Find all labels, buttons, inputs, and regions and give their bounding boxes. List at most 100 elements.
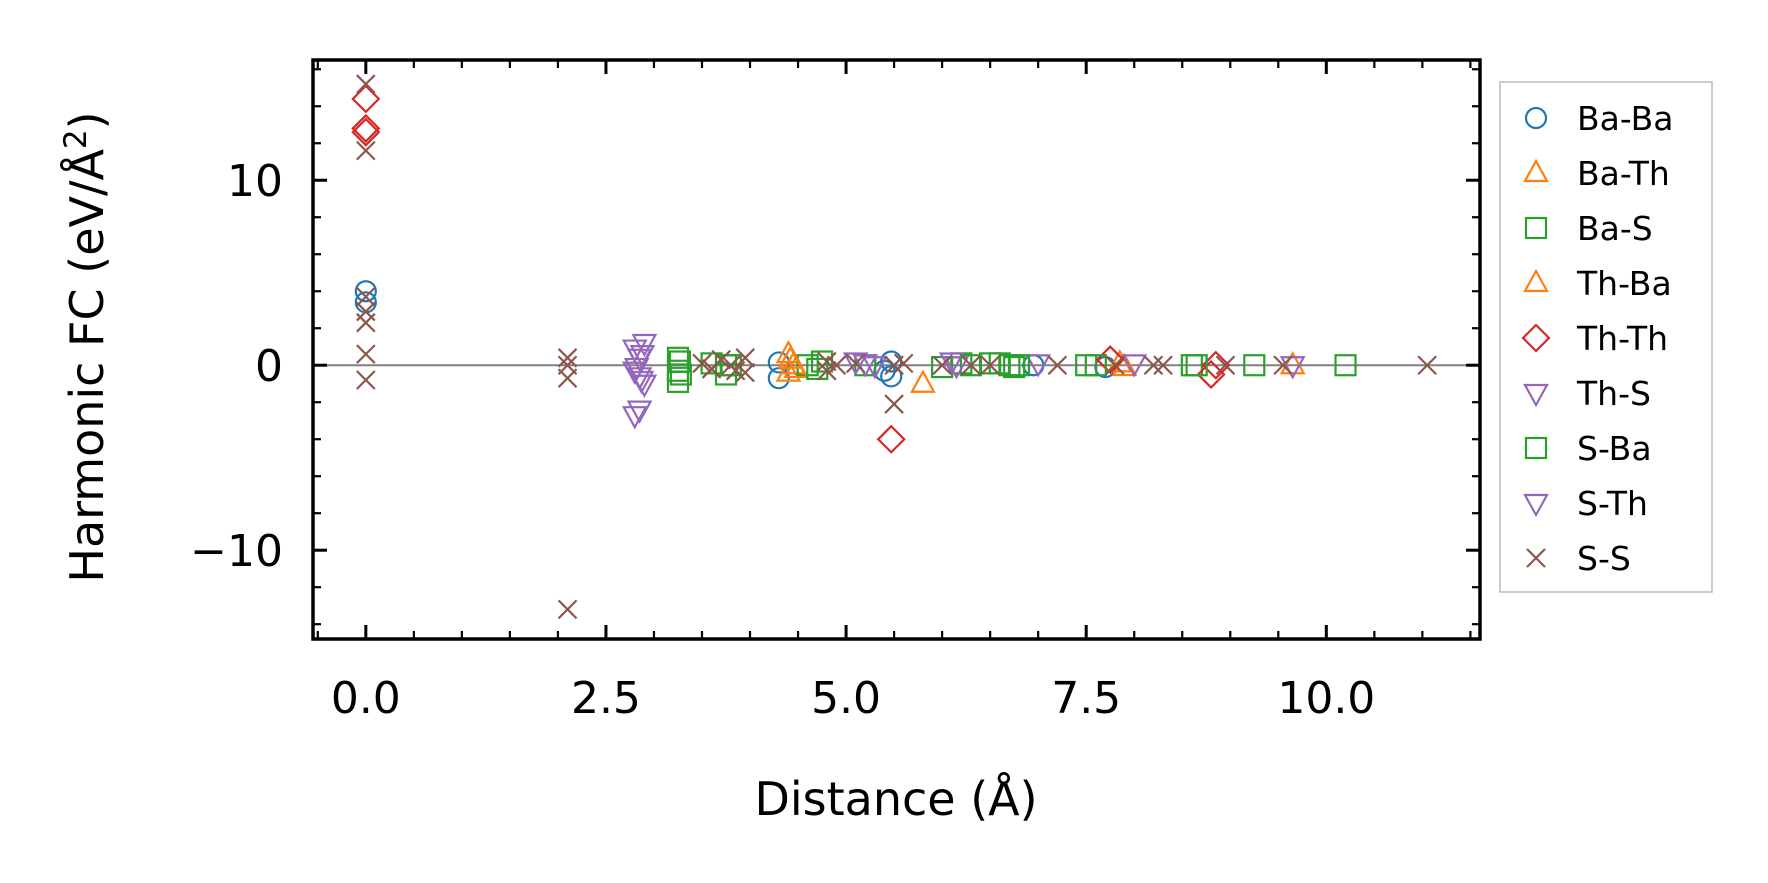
data-point-s-s-stroke-b <box>884 394 904 414</box>
legend-entry-ba-s: Ba-S <box>1524 209 1653 248</box>
data-point-s-s <box>893 353 914 374</box>
data-point-s-s <box>356 312 376 333</box>
data-point-s-s-stroke-b <box>893 353 914 374</box>
data-point-s-s-stroke-b <box>692 353 712 374</box>
x-tick-label: 2.5 <box>571 673 641 724</box>
legend-label: Ba-Th <box>1577 154 1670 193</box>
data-point-s-s-stroke-b <box>735 362 756 383</box>
plot-area: 0.0 2.5 5.0 7.5 10.0 −10 0 10 <box>190 58 1482 724</box>
x-axis-ticks: 0.0 2.5 5.0 7.5 10.0 <box>316 60 1472 724</box>
data-point-th-s <box>1025 354 1052 378</box>
legend-marker-s-ba <box>1524 436 1548 460</box>
data-point-s-s <box>735 362 756 383</box>
data-point-s-s <box>356 74 376 94</box>
x-axis-label: Distance (Å) <box>754 772 1037 826</box>
data-point-s-ba <box>959 354 983 377</box>
data-point-s-s-stroke-b <box>356 287 376 307</box>
data-point-s-s-stroke-b <box>845 353 866 374</box>
data-point-ba-ba <box>354 280 377 303</box>
legend-entry-s-s: S-S <box>1526 539 1631 578</box>
y-tick-label: −10 <box>190 526 283 577</box>
data-point-s-s-stroke-b <box>932 355 952 376</box>
data-point-th-s <box>1121 354 1148 378</box>
data-point-s-s-stroke-b <box>1105 355 1125 376</box>
data-point-s-s <box>932 355 952 376</box>
data-point-s-s-stroke-b <box>725 360 746 381</box>
legend-label: Ba-Ba <box>1577 99 1673 138</box>
data-point-th-ba <box>783 354 809 379</box>
data-point-ba-s <box>1003 355 1026 379</box>
legend: Ba-Ba Ba-Th Ba-S Th-Ba Th-Th Th-S S-Ba S-Th S-S <box>1499 81 1713 593</box>
data-point-s-s-stroke-b <box>1143 355 1164 376</box>
data-point-s-s-stroke-b <box>735 348 756 368</box>
data-point-s-s-stroke-b <box>356 344 376 364</box>
data-point-s-th <box>628 370 655 395</box>
legend-marker-th-ba <box>1523 268 1549 293</box>
data-point-s-s <box>356 140 376 161</box>
legend-label: S-Th <box>1577 484 1648 523</box>
data-point-s-ba <box>1185 354 1208 377</box>
x-tick-label: 10.0 <box>1277 673 1375 724</box>
data-point-ba-ba <box>880 365 903 388</box>
data-point-s-s-stroke-b <box>1273 355 1293 376</box>
data-point-th-th <box>351 117 381 147</box>
data-point-s-s <box>845 353 866 374</box>
data-point-th-th <box>876 424 906 454</box>
data-point-th-s <box>842 352 869 376</box>
data-point-s-s-stroke-b <box>1215 355 1236 376</box>
data-point-s-s-stroke-b <box>557 348 578 368</box>
x-tick-label: 0.0 <box>331 673 401 724</box>
data-point-s-s-stroke-b <box>356 370 376 390</box>
data-point-s-s-stroke-b <box>826 355 847 376</box>
data-point-s-s-stroke-b <box>980 355 1000 376</box>
data-point-s-s <box>1143 355 1164 376</box>
data-point-s-th <box>1279 356 1306 380</box>
data-point-s-s <box>1047 355 1068 376</box>
legend-entry-th-th: Th-Th <box>1521 319 1668 358</box>
data-point-s-s-stroke-b <box>711 349 731 370</box>
data-point-s-ba <box>1007 354 1031 377</box>
legend-marker-ba-ba <box>1524 106 1548 130</box>
data-point-th-ba <box>1279 350 1306 375</box>
y-tick-label: 10 <box>227 156 283 207</box>
x-tick-label: 7.5 <box>1051 673 1121 724</box>
data-point-s-th <box>623 357 650 382</box>
data-point-th-s <box>938 352 965 376</box>
data-point-th-s <box>626 400 653 424</box>
data-point-s-ba <box>669 363 692 386</box>
axes-frame <box>311 58 1482 641</box>
legend-label: Th-S <box>1576 374 1651 413</box>
data-point-s-s-stroke-b <box>961 355 981 376</box>
legend-entry-th-s: Th-S <box>1523 374 1651 413</box>
series-s-s <box>356 74 1437 620</box>
legend-entry-s-ba: S-Ba <box>1524 429 1652 468</box>
data-point-ba-th <box>910 369 936 393</box>
legend-marker-th-th <box>1521 323 1551 353</box>
data-point-s-s-stroke-b <box>817 351 837 372</box>
legend-entry-th-ba: Th-Ba <box>1523 264 1672 303</box>
data-point-s-s-stroke-b <box>356 74 376 94</box>
legend-entry-s-th: S-Th <box>1523 484 1648 523</box>
data-point-ba-s <box>666 346 690 369</box>
data-point-s-s-stroke-b <box>817 360 837 381</box>
data-point-s-s <box>735 348 756 368</box>
legend-label: S-S <box>1577 539 1631 578</box>
data-point-s-s <box>817 360 837 381</box>
data-point-th-s <box>621 406 648 430</box>
legend-marker-th-s <box>1523 383 1549 408</box>
scatter-markers <box>351 74 1437 620</box>
data-point-s-s <box>356 344 376 364</box>
legend-marker-ba-s <box>1524 216 1548 240</box>
data-point-ba-s <box>1243 354 1266 377</box>
legend-marker-s-s-stroke-b <box>1526 548 1546 568</box>
data-point-s-s-stroke-b <box>557 368 578 388</box>
data-point-s-s <box>711 349 731 370</box>
data-point-s-s <box>1105 355 1125 376</box>
y-axis-label: Harmonic FC (eV/Å2) <box>58 111 114 582</box>
legend-marker-ba-th <box>1523 158 1549 183</box>
data-point-s-th <box>852 354 879 378</box>
data-point-s-s <box>980 355 1000 376</box>
legend-entry-ba-ba: Ba-Ba <box>1524 99 1673 138</box>
y-axis-ticks: −10 0 10 <box>190 68 1480 626</box>
